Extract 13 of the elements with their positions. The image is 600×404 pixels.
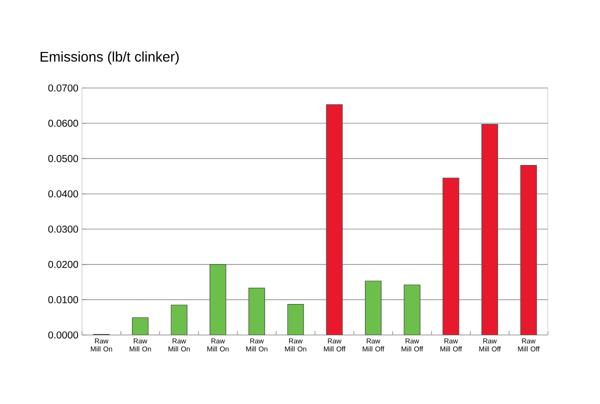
y-tick-label: 0.0500 bbox=[48, 155, 78, 162]
bar bbox=[170, 304, 188, 335]
y-tick-label: 0.0200 bbox=[48, 260, 78, 268]
chart-title: Emissions (lb/t clinker) bbox=[40, 51, 179, 64]
bar bbox=[404, 284, 420, 335]
y-tick-label: 0.0000 bbox=[48, 331, 78, 339]
bar bbox=[132, 317, 149, 335]
y-tick-label: 0.0300 bbox=[48, 226, 78, 233]
y-tick-label: 0.0700 bbox=[48, 84, 78, 92]
y-tick-label: 0.0400 bbox=[48, 190, 78, 198]
bar bbox=[520, 164, 537, 335]
y-tick-label: 0.0100 bbox=[48, 296, 78, 304]
y-tick-label: 0.0600 bbox=[48, 120, 78, 127]
